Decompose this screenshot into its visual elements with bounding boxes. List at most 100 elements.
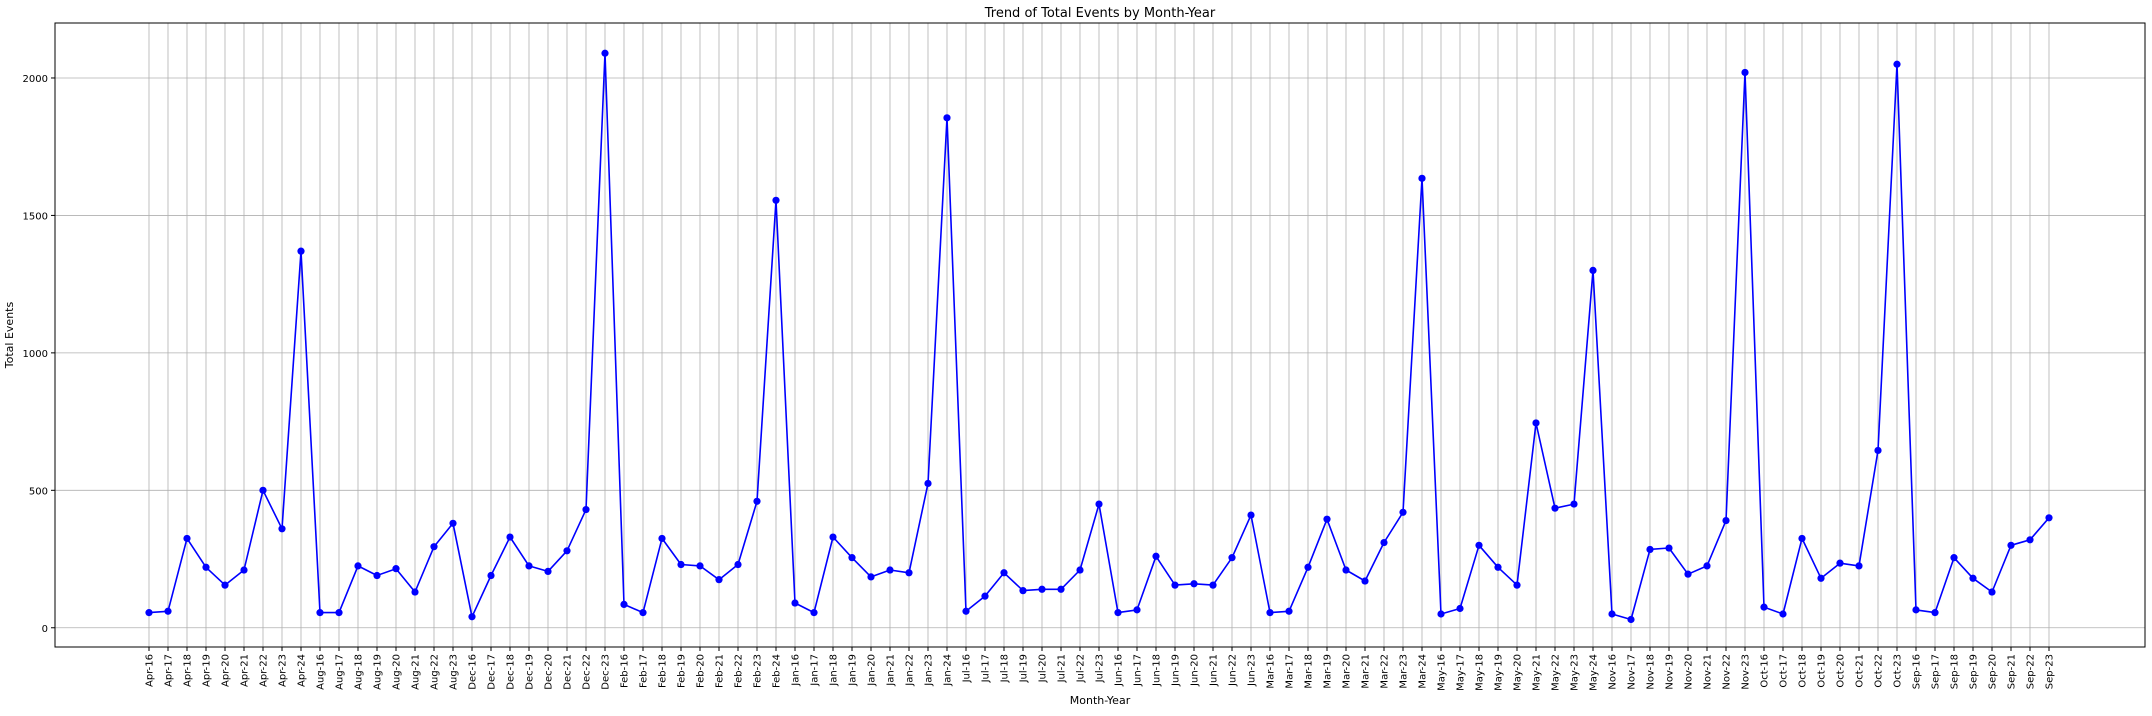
x-tick-label: May-20 [1513,654,1524,691]
x-tick-label: Jan-18 [829,654,840,687]
y-tick-label: 500 [29,486,48,497]
data-point [1323,515,1331,523]
x-tick-label: Nov-21 [1703,654,1714,690]
x-tick-label: Jan-22 [905,654,916,687]
x-tick-label: Apr-18 [183,654,194,687]
x-tick-label: Apr-20 [221,654,232,687]
chart-title: Trend of Total Events by Month-Year [984,6,1216,21]
data-point [1437,610,1445,618]
data-point [1893,60,1901,68]
data-point [1361,577,1369,585]
x-tick-label: Sep-22 [2026,654,2037,689]
x-tick-label: Apr-17 [164,654,175,687]
x-tick-label: Feb-20 [696,654,707,688]
x-tick-label: Sep-16 [1912,654,1923,689]
x-tick-label: Feb-21 [715,654,726,688]
x-tick-label: Jan-16 [791,654,802,687]
data-point [1665,544,1673,552]
x-tick-label: Jan-17 [810,654,821,687]
data-point [506,533,514,541]
data-point [1456,604,1464,613]
x-tick-label: Jan-24 [943,654,954,687]
data-point [1342,566,1350,574]
x-tick-label: May-16 [1437,654,1448,691]
x-tick-label: Dec-18 [506,654,517,690]
x-tick-label: Dec-21 [563,654,574,690]
x-tick-label: Mar-24 [1418,654,1429,689]
x-tick-label: Feb-22 [734,654,745,688]
data-point [1095,500,1103,508]
data-point [259,486,267,494]
data-point [1019,587,1027,595]
x-tick-label: Aug-19 [373,654,384,690]
data-point [1418,174,1426,182]
x-tick-label: Jul-23 [1095,654,1106,683]
x-tick-label: May-18 [1475,654,1486,691]
data-point [753,497,761,505]
data-point [221,581,229,589]
x-tick-label: Dec-16 [468,654,479,690]
x-tick-label: Nov-22 [1722,654,1733,690]
x-tick-label: Mar-23 [1399,654,1410,689]
x-tick-label: Aug-16 [316,654,327,690]
data-point [2045,514,2053,522]
x-tick-label: Sep-19 [1969,654,1980,689]
data-point [430,543,438,551]
x-tick-label: Oct-16 [1760,654,1771,688]
x-tick-label: May-19 [1494,654,1505,691]
data-point [924,479,932,488]
x-tick-label: May-22 [1551,654,1562,691]
x-tick-label: Jun-22 [1228,654,1239,687]
x-tick-label: Apr-16 [145,654,156,687]
x-tick-label: Oct-19 [1817,654,1828,688]
x-tick-label: Dec-22 [582,654,593,690]
data-point [449,519,457,527]
data-point [981,592,989,600]
data-point [1570,500,1578,508]
x-tick-label: Mar-22 [1380,654,1391,689]
x-tick-label: Apr-21 [240,654,251,687]
data-point [1494,563,1502,571]
x-tick-label: Aug-22 [430,654,441,690]
x-tick-label: Sep-23 [2045,654,2056,689]
x-tick-label: Feb-16 [620,654,631,688]
data-point [563,547,571,555]
x-tick-label: Dec-17 [487,654,498,690]
data-point [373,571,381,580]
x-tick-label: Jan-21 [886,654,897,687]
x-tick-label: Oct-21 [1855,654,1866,688]
data-point [487,571,495,580]
x-tick-label: Jan-20 [867,654,878,687]
data-point [1836,559,1844,567]
x-tick-label: Jul-20 [1038,654,1049,683]
x-tick-label: Dec-19 [525,654,536,690]
data-point [1608,610,1616,618]
x-tick-label: Jul-19 [1019,654,1030,683]
data-point [1589,266,1597,275]
y-tick-label: 1500 [23,211,48,222]
data-point [1779,610,1787,618]
x-tick-label: Dec-23 [601,654,612,690]
data-point [1684,570,1692,578]
x-tick-label: Nov-16 [1608,654,1619,690]
data-point [1266,609,1274,617]
data-point [278,525,286,533]
x-tick-label: Jun-23 [1247,654,1258,687]
data-point [1475,541,1483,549]
x-tick-label: Nov-19 [1665,654,1676,690]
data-point [240,566,248,574]
data-point [1627,615,1635,624]
x-tick-label: Apr-23 [278,654,289,687]
data-point [354,562,362,570]
data-point [962,607,970,615]
x-tick-label: Aug-20 [392,654,403,690]
x-tick-label: Oct-17 [1779,654,1790,688]
data-point [392,565,400,573]
x-tick-label: Mar-16 [1266,654,1277,689]
x-tick-label: May-24 [1589,654,1600,691]
y-tick-label: 1000 [23,349,48,360]
x-tick-label: Oct-23 [1893,654,1904,688]
data-point [1228,554,1236,562]
x-tick-label: Jun-18 [1152,654,1163,687]
